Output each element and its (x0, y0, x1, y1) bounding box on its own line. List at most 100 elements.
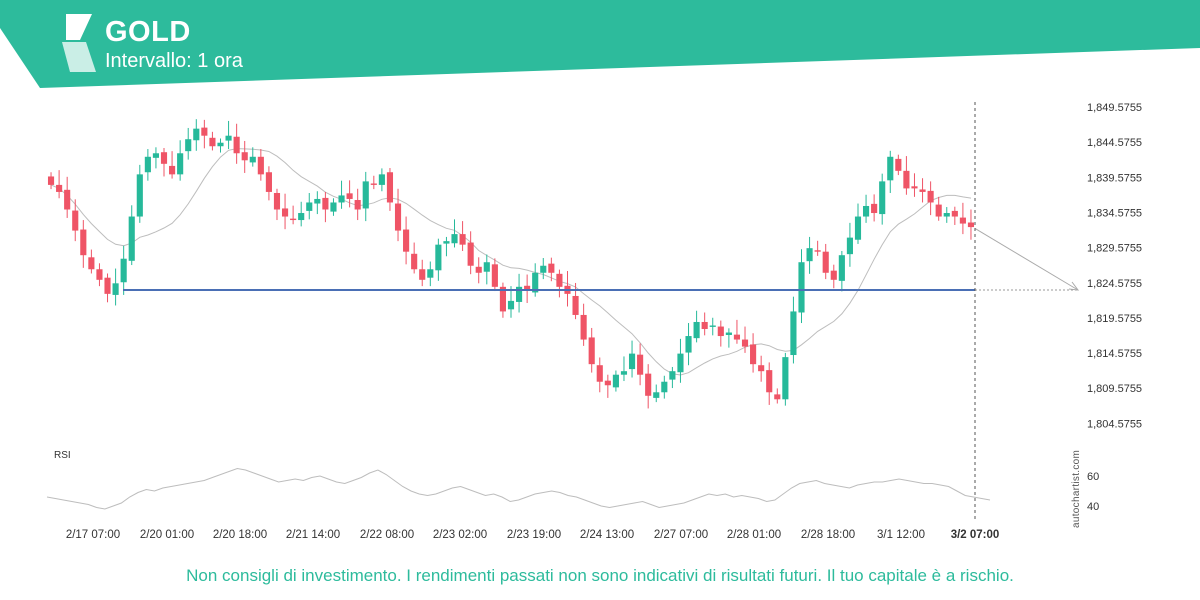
candle (693, 310, 700, 343)
candle-body (830, 270, 837, 280)
candle-body (411, 253, 418, 270)
candle (225, 120, 232, 150)
candle-body (169, 165, 176, 175)
candle (322, 191, 329, 223)
candle-body (838, 255, 845, 281)
candle (911, 173, 918, 197)
candle (483, 254, 490, 285)
rsi-line (46, 467, 991, 510)
candle (56, 170, 63, 199)
candle-body (717, 326, 724, 337)
candle (128, 205, 135, 266)
candle (346, 180, 353, 208)
candle-body (572, 295, 579, 315)
candle (104, 273, 111, 303)
rsi-tick-label: 60 (1087, 471, 1099, 483)
candle-body (524, 285, 531, 291)
candle (120, 245, 127, 295)
candle (669, 366, 676, 389)
candle-body (733, 334, 741, 340)
price-tick-label: 1,819.5755 (1087, 313, 1142, 325)
candle (596, 357, 603, 393)
candle-body (88, 257, 95, 270)
candle-body (427, 269, 434, 278)
rsi-label: RSI (54, 450, 71, 461)
candle-body (903, 170, 910, 189)
candle-body (637, 354, 644, 375)
candle (403, 216, 410, 265)
candle-body (96, 269, 103, 280)
candle (443, 236, 450, 257)
time-tick-label: 2/28 01:00 (727, 529, 781, 541)
candle-body (241, 152, 248, 161)
candle-body (225, 135, 232, 141)
candle (491, 258, 498, 292)
candle (152, 147, 160, 169)
candle (257, 149, 264, 181)
candle-body (338, 195, 345, 203)
candle-body (750, 344, 757, 365)
candle (112, 268, 119, 306)
candle (160, 147, 168, 177)
candle (588, 327, 595, 373)
candle-body (483, 262, 490, 272)
candle-body (152, 153, 160, 158)
price-tick-label: 1,839.5755 (1087, 172, 1142, 184)
candle-body (177, 153, 184, 175)
candle-body (701, 321, 708, 330)
candle-body (532, 272, 539, 293)
price-tick-label: 1,834.5755 (1087, 207, 1142, 219)
candle-body (951, 210, 958, 217)
candle (80, 220, 87, 268)
candle (451, 219, 458, 248)
candle (354, 188, 361, 221)
candle-body (620, 371, 628, 375)
candle (935, 196, 942, 221)
candle-body (556, 273, 563, 287)
candle (516, 273, 523, 313)
price-chart: 1,849.5755 1,844.5755 1,839.5755 1,834.5755… (46, 102, 1142, 541)
candle (564, 271, 571, 307)
price-tick-label: 1,844.5755 (1087, 137, 1142, 149)
candle-body (685, 336, 692, 353)
candle (887, 150, 894, 193)
candle (959, 202, 966, 235)
candle (637, 343, 644, 386)
price-tick-label: 1,804.5755 (1087, 418, 1142, 430)
candle (895, 154, 902, 176)
candle (701, 312, 708, 336)
time-tick-label: 3/1 12:00 (877, 529, 925, 541)
candle (169, 151, 176, 179)
watermark-text: autochartist.com (1071, 449, 1082, 528)
candle (136, 164, 143, 223)
candle-body (281, 208, 289, 217)
candle-body (104, 277, 111, 294)
candle (879, 173, 886, 225)
candle (249, 147, 256, 167)
candle-body (209, 137, 216, 147)
candle (814, 240, 821, 256)
time-tick-label: 2/21 14:00 (286, 529, 340, 541)
candle (370, 175, 377, 190)
interval-subtitle: Intervallo: 1 ora (105, 50, 243, 72)
candle-body (185, 139, 192, 152)
time-tick-label: 2/20 01:00 (140, 529, 194, 541)
candle-body (47, 176, 55, 185)
disclaimer-text: Non consigli di investimento. I rendimen… (186, 566, 1014, 585)
candle (532, 263, 539, 297)
candle (209, 131, 216, 151)
candle-body (290, 218, 297, 221)
candle-body (604, 380, 611, 386)
candle-body (580, 314, 587, 340)
candle (459, 221, 466, 251)
candle-body (491, 264, 498, 287)
candle (790, 296, 797, 364)
candle (951, 206, 958, 225)
projection-arrowhead (1068, 281, 1080, 291)
candle (725, 328, 732, 348)
candle (903, 156, 910, 195)
candle (177, 140, 184, 181)
symbol-title: GOLD (105, 16, 191, 48)
candle (709, 317, 716, 336)
candle-body (516, 286, 523, 302)
